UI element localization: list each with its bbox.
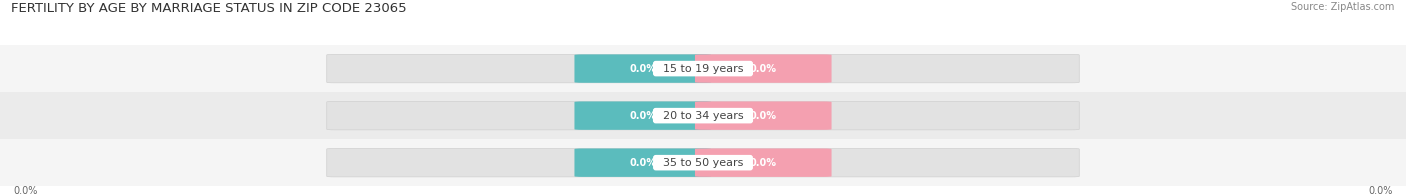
Text: 0.0%: 0.0%: [749, 64, 776, 74]
Text: 0.0%: 0.0%: [630, 111, 657, 121]
Text: 0.0%: 0.0%: [630, 64, 657, 74]
FancyBboxPatch shape: [695, 102, 831, 130]
Text: 0.0%: 0.0%: [14, 186, 38, 196]
Text: 35 to 50 years: 35 to 50 years: [655, 158, 751, 168]
Text: 0.0%: 0.0%: [630, 158, 657, 168]
FancyBboxPatch shape: [575, 54, 711, 83]
FancyBboxPatch shape: [326, 54, 1080, 83]
Bar: [0, 92, 1406, 139]
Text: 0.0%: 0.0%: [749, 158, 776, 168]
Text: 0.0%: 0.0%: [749, 111, 776, 121]
Bar: [0, 45, 1406, 92]
FancyBboxPatch shape: [575, 102, 711, 130]
Text: 0.0%: 0.0%: [1368, 186, 1392, 196]
Text: Source: ZipAtlas.com: Source: ZipAtlas.com: [1291, 2, 1395, 12]
FancyBboxPatch shape: [695, 54, 831, 83]
FancyBboxPatch shape: [326, 102, 1080, 130]
Text: FERTILITY BY AGE BY MARRIAGE STATUS IN ZIP CODE 23065: FERTILITY BY AGE BY MARRIAGE STATUS IN Z…: [11, 2, 406, 15]
FancyBboxPatch shape: [575, 149, 711, 177]
FancyBboxPatch shape: [695, 149, 831, 177]
Bar: [0, 139, 1406, 186]
FancyBboxPatch shape: [326, 149, 1080, 177]
Text: 15 to 19 years: 15 to 19 years: [655, 64, 751, 74]
Text: 20 to 34 years: 20 to 34 years: [655, 111, 751, 121]
